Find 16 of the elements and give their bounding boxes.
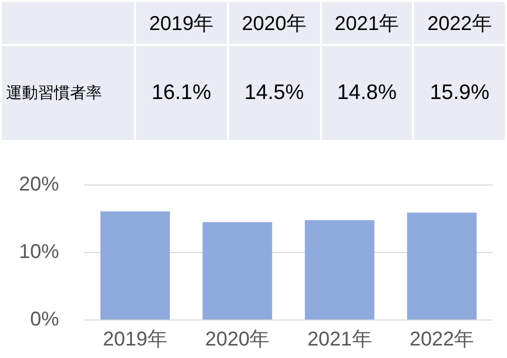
data-label: 14.5% (228, 45, 320, 141)
x-tick-label: 2022年 (410, 328, 474, 351)
data-label: 15.9% (413, 45, 506, 141)
category-label: 2022年 (427, 12, 492, 34)
category-label: 2019年 (149, 12, 214, 34)
x-tick-label: 2021年 (307, 328, 372, 351)
x-tick-label: 2020年 (205, 328, 270, 351)
category-label: 2020年 (242, 12, 306, 34)
data-label: 16.1% (135, 45, 228, 141)
data-label: 14.8% (320, 45, 414, 141)
y-tick-label: 10% (18, 241, 60, 264)
y-tick-label: 0% (30, 308, 60, 331)
category-label: 2021年 (334, 12, 400, 34)
text: 運動習慣者率 (1, 45, 135, 141)
x-tick-label: 2019年 (102, 328, 168, 351)
y-tick-label: 20% (18, 174, 60, 196)
